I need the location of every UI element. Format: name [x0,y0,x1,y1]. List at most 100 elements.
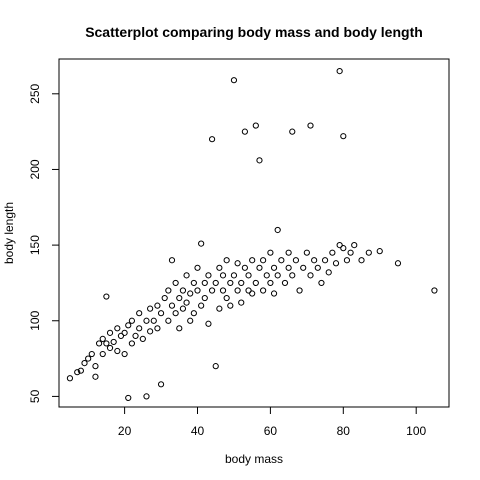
data-point [216,305,223,312]
data-point [157,381,165,388]
data-point [285,264,292,271]
data-point [241,128,248,135]
data-point [198,240,205,247]
data-point [347,249,354,256]
data-point [150,317,157,324]
data-point [223,294,230,302]
data-point [351,242,358,249]
data-point [103,293,110,300]
data-point [136,325,143,332]
data-point [336,68,343,75]
y-tick-label: 150 [28,235,42,255]
x-tick-label: 20 [118,424,132,438]
data-point [267,249,274,256]
data-point [431,287,438,294]
data-point [157,310,165,317]
data-point [376,248,383,255]
data-point [318,279,325,287]
data-points [66,68,438,402]
data-point [289,272,296,279]
data-point [165,287,172,294]
x-tick-label: 40 [191,424,205,438]
data-point [143,393,150,400]
data-point [190,310,197,317]
data-point [66,375,74,382]
x-tick-label: 100 [406,424,426,438]
data-point [110,338,117,346]
data-point [340,245,347,252]
data-point [74,369,81,376]
data-point [208,136,216,143]
data-point [143,317,150,324]
data-point [103,340,110,347]
data-point [238,299,245,306]
x-tick-label: 60 [264,424,278,438]
data-point [117,332,125,339]
data-point [194,264,201,271]
data-point [128,317,135,324]
data-point [179,305,187,312]
data-point [270,264,278,271]
data-point [329,249,336,256]
data-point [336,242,343,249]
data-point [125,394,132,402]
data-point [343,257,351,264]
data-point [136,310,143,317]
data-point [121,350,128,358]
data-point [176,325,183,332]
data-point [183,272,190,279]
data-point [307,272,314,279]
data-point [249,257,256,264]
data-point [234,287,241,294]
y-axis-label: body length [2,202,16,264]
chart-title: Scatterplot comparing body mass and body… [85,24,423,40]
data-point [161,294,168,302]
plot-frame [58,58,450,408]
y-tick-label: 200 [28,159,42,179]
data-point [234,260,241,267]
data-point [125,322,132,329]
data-point [172,310,179,317]
data-point [216,264,223,271]
data-point [289,128,296,135]
data-point [208,287,216,294]
data-point [92,363,99,370]
data-point [227,302,234,309]
y-tick-label: 100 [28,310,42,330]
data-point [88,350,95,358]
data-point [219,272,227,279]
data-point [296,287,303,294]
y-tick-label: 250 [28,83,42,103]
data-point [205,320,212,327]
data-point [267,279,274,287]
data-point [274,226,281,234]
data-point [187,317,194,324]
data-point [77,367,84,374]
y-axis: 50 100 150 200 250 [28,83,59,403]
x-axis-label: body mass [225,452,283,466]
data-point [394,260,402,267]
data-point [194,287,201,294]
data-point [147,305,154,312]
data-point [81,360,88,367]
data-point [179,287,187,294]
data-point [187,290,194,297]
data-point [307,122,314,129]
data-point [201,294,208,302]
data-point [198,302,205,309]
data-point [147,328,154,335]
data-point [252,279,259,287]
data-point [132,332,139,339]
data-point [285,249,292,256]
data-point [300,264,307,271]
data-point [241,264,248,271]
data-point [92,373,99,380]
data-point [252,122,259,129]
data-point [303,249,310,256]
data-point [292,257,300,264]
data-point [245,272,252,279]
data-point [139,335,146,343]
data-point [212,279,219,287]
data-point [256,157,263,164]
